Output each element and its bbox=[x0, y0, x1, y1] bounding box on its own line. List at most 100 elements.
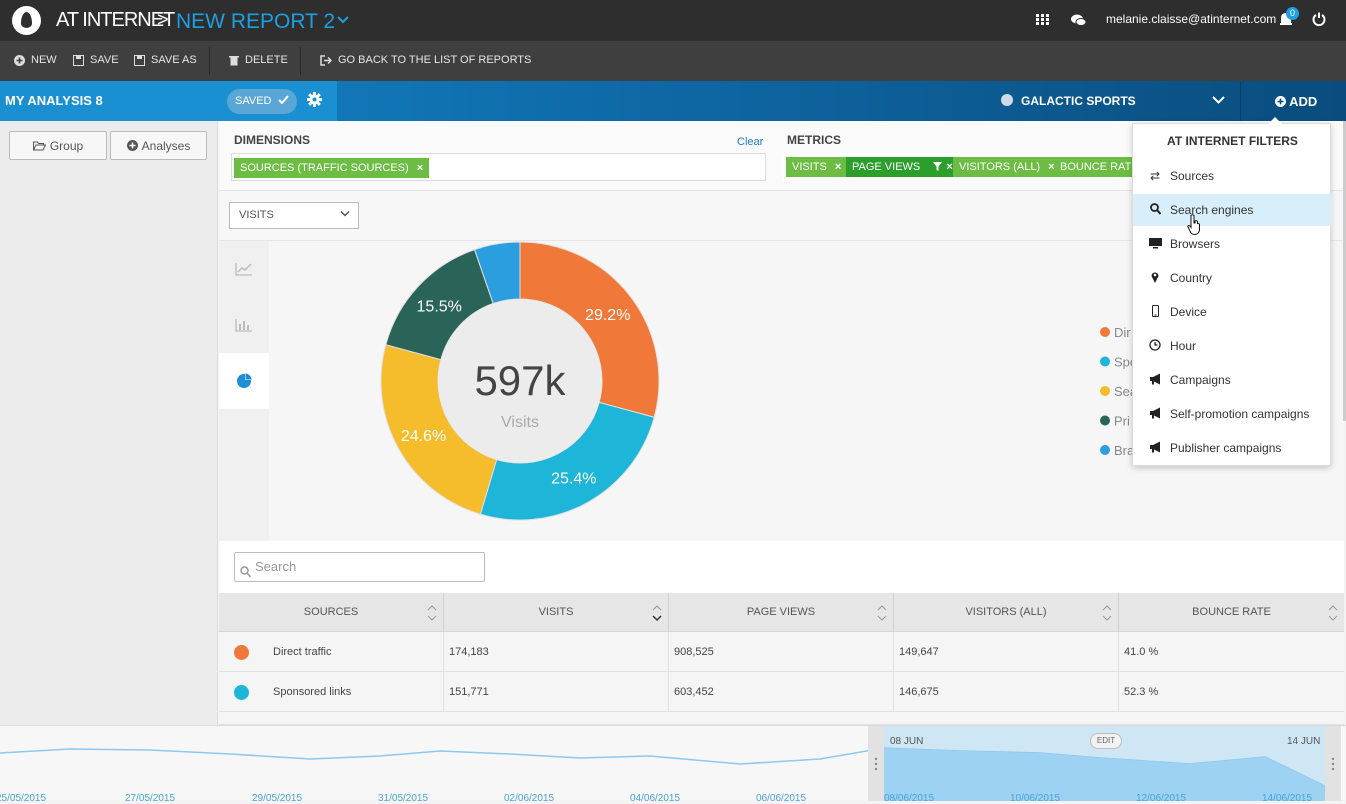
visits-cell: 151,771 bbox=[444, 672, 669, 712]
group-button[interactable]: Group bbox=[9, 131, 107, 160]
save-button[interactable]: SAVE bbox=[73, 54, 119, 66]
pie-chart-tab[interactable] bbox=[219, 353, 269, 409]
filter-item-device[interactable]: Device bbox=[1133, 296, 1332, 328]
vertical-scrollbar[interactable] bbox=[1343, 121, 1346, 421]
analysis-bar: MY ANALYSIS 8 SAVED GALACTIC SPORTS ADD bbox=[0, 81, 1346, 121]
column-header-page-views[interactable]: PAGE VIEWS bbox=[669, 593, 894, 632]
metric-tag-page-views[interactable]: PAGE VIEWS × bbox=[846, 157, 959, 177]
metric-tag-visits[interactable]: VISITS × bbox=[786, 157, 848, 177]
saved-status-badge: SAVED bbox=[227, 89, 297, 114]
new-button[interactable]: NEW bbox=[14, 54, 57, 66]
save-as-button[interactable]: SAVE AS bbox=[134, 54, 197, 66]
timeline-date: 31/05/2015 bbox=[378, 793, 429, 804]
gear-icon[interactable] bbox=[307, 92, 322, 112]
dimension-tag-label: SOURCES (TRAFFIC SOURCES) bbox=[240, 162, 409, 174]
remove-icon[interactable]: × bbox=[946, 161, 953, 173]
site-selector[interactable]: GALACTIC SPORTS bbox=[1021, 94, 1136, 108]
apps-grid-icon[interactable] bbox=[1036, 14, 1049, 25]
remove-icon[interactable]: × bbox=[834, 161, 842, 173]
legend-label[interactable]: Pri bbox=[1114, 414, 1130, 429]
metric-tag-bounce-rate[interactable]: BOUNCE RATE bbox=[1054, 157, 1145, 177]
bar-chart-tab[interactable] bbox=[219, 297, 269, 353]
column-header-bounce-rate[interactable]: BOUNCE RATE bbox=[1119, 593, 1344, 632]
report-toolbar: NEW SAVE SAVE AS DELETE GO BACK TO THE L… bbox=[0, 41, 1346, 81]
sort-icon[interactable] bbox=[427, 604, 437, 622]
metrics-dropzone[interactable]: VISITS × PAGE VIEWS × VISITORS (ALL) × BOU… bbox=[782, 153, 1145, 181]
legend-label[interactable]: Spo bbox=[1114, 355, 1137, 370]
legend-marker[interactable] bbox=[1100, 445, 1110, 455]
column-header-sources[interactable]: SOURCES bbox=[219, 593, 444, 632]
metric-tag-visitors[interactable]: VISITORS (ALL) × bbox=[953, 157, 1061, 177]
sign-out-icon bbox=[320, 54, 332, 66]
range-start-label: 08 JUN bbox=[890, 736, 924, 747]
remove-icon[interactable]: × bbox=[1048, 161, 1055, 173]
sort-icon[interactable] bbox=[1328, 604, 1338, 622]
series-color-dot bbox=[234, 685, 249, 700]
sort-icon[interactable] bbox=[877, 604, 887, 622]
pie-center bbox=[438, 299, 602, 463]
filter-item-publisher[interactable]: Publisher campaigns bbox=[1133, 432, 1332, 464]
line-chart-tab[interactable] bbox=[219, 241, 269, 297]
legend-label[interactable]: Bra bbox=[1114, 443, 1135, 458]
legend-marker[interactable] bbox=[1100, 356, 1110, 367]
analysis-title[interactable]: MY ANALYSIS 8 bbox=[5, 93, 103, 108]
filter-item-browsers[interactable]: Browsers bbox=[1133, 228, 1332, 260]
remove-icon[interactable]: × bbox=[416, 162, 424, 174]
timeline-date: 06/06/2015 bbox=[756, 793, 807, 804]
sort-icon[interactable] bbox=[1102, 604, 1112, 622]
column-header-visits[interactable]: VISITS bbox=[444, 593, 669, 632]
chevron-down-icon[interactable] bbox=[1212, 92, 1225, 110]
legend-marker[interactable] bbox=[1100, 327, 1110, 337]
filters-dropdown: AT INTERNET FILTERS ⇄ Sources Search engi… bbox=[1132, 117, 1332, 466]
table-search-input[interactable]: Search bbox=[234, 552, 485, 582]
dimension-tag[interactable]: SOURCES (TRAFFIC SOURCES) × bbox=[234, 158, 430, 178]
save-label: SAVE bbox=[90, 54, 119, 66]
timeline-date: 14/06/2015 bbox=[1262, 793, 1313, 804]
bar-chart-icon bbox=[235, 319, 252, 332]
dimensions-dropzone[interactable]: SOURCES (TRAFFIC SOURCES) × bbox=[231, 153, 766, 181]
metric-select[interactable]: VISITS bbox=[229, 202, 359, 229]
filter-item-self-promotion[interactable]: Self-promotion campaigns bbox=[1133, 398, 1332, 430]
filter-item-sources[interactable]: ⇄ Sources bbox=[1133, 160, 1332, 192]
legend-marker[interactable] bbox=[1100, 415, 1110, 426]
delete-button[interactable]: DELETE bbox=[229, 54, 288, 66]
globe-icon bbox=[1001, 94, 1013, 106]
report-title[interactable]: NEW REPORT 2 bbox=[176, 10, 336, 33]
clear-dimensions-link[interactable]: Clear bbox=[737, 136, 764, 148]
chevron-down-icon[interactable] bbox=[337, 12, 349, 28]
add-label: ADD bbox=[1289, 94, 1318, 109]
legend-label[interactable]: Dir bbox=[1114, 325, 1131, 340]
legend-label[interactable]: Sea bbox=[1114, 384, 1138, 399]
table-row[interactable]: Direct traffic 174,183 908,525 149,647 4… bbox=[219, 632, 1344, 672]
filter-icon[interactable] bbox=[933, 162, 943, 171]
monitor-icon bbox=[1148, 228, 1162, 260]
chat-icon[interactable] bbox=[1071, 14, 1087, 32]
pie-center-label: Visits bbox=[501, 414, 539, 431]
shuffle-icon: ⇄ bbox=[1149, 169, 1161, 183]
filter-item-search-engines[interactable]: Search engines bbox=[1133, 194, 1332, 226]
filter-item-country[interactable]: Country bbox=[1133, 262, 1332, 294]
saved-label: SAVED bbox=[235, 95, 272, 107]
table-row[interactable] bbox=[219, 712, 1344, 725]
table-row[interactable]: Sponsored links 151,771 603,452 146,675 … bbox=[219, 672, 1344, 712]
user-email[interactable]: melanie.claisse@atinternet.com bbox=[1106, 12, 1277, 26]
sort-descending-icon[interactable] bbox=[652, 604, 662, 622]
filter-item-label: Publisher campaigns bbox=[1170, 441, 1282, 455]
legend-marker[interactable] bbox=[1100, 386, 1110, 396]
filter-item-campaigns[interactable]: Campaigns bbox=[1133, 364, 1332, 396]
metric-tag-label: BOUNCE RATE bbox=[1060, 161, 1139, 173]
folder-open-icon bbox=[32, 141, 46, 150]
edit-range-button[interactable]: EDIT bbox=[1090, 733, 1122, 749]
date-range-timeline[interactable]: 08 JUN 14 JUN EDIT 25/05/2015 27/05/2015… bbox=[0, 725, 1346, 804]
top-bar: AT INTERNET > NEW REPORT 2 melanie.clais… bbox=[0, 0, 1346, 41]
column-label: VISITS bbox=[538, 606, 574, 618]
at-internet-logo[interactable] bbox=[12, 6, 41, 35]
back-to-reports-button[interactable]: GO BACK TO THE LIST OF REPORTS bbox=[320, 54, 531, 66]
filter-item-hour[interactable]: Hour bbox=[1133, 330, 1332, 362]
analyses-button[interactable]: Analyses bbox=[110, 131, 207, 160]
timeline-date: 04/06/2015 bbox=[630, 793, 681, 804]
power-icon[interactable] bbox=[1312, 12, 1326, 31]
add-button[interactable]: ADD bbox=[1275, 94, 1317, 109]
column-label: PAGE VIEWS bbox=[746, 606, 816, 618]
column-header-visitors[interactable]: VISITORS (ALL) bbox=[894, 593, 1119, 632]
